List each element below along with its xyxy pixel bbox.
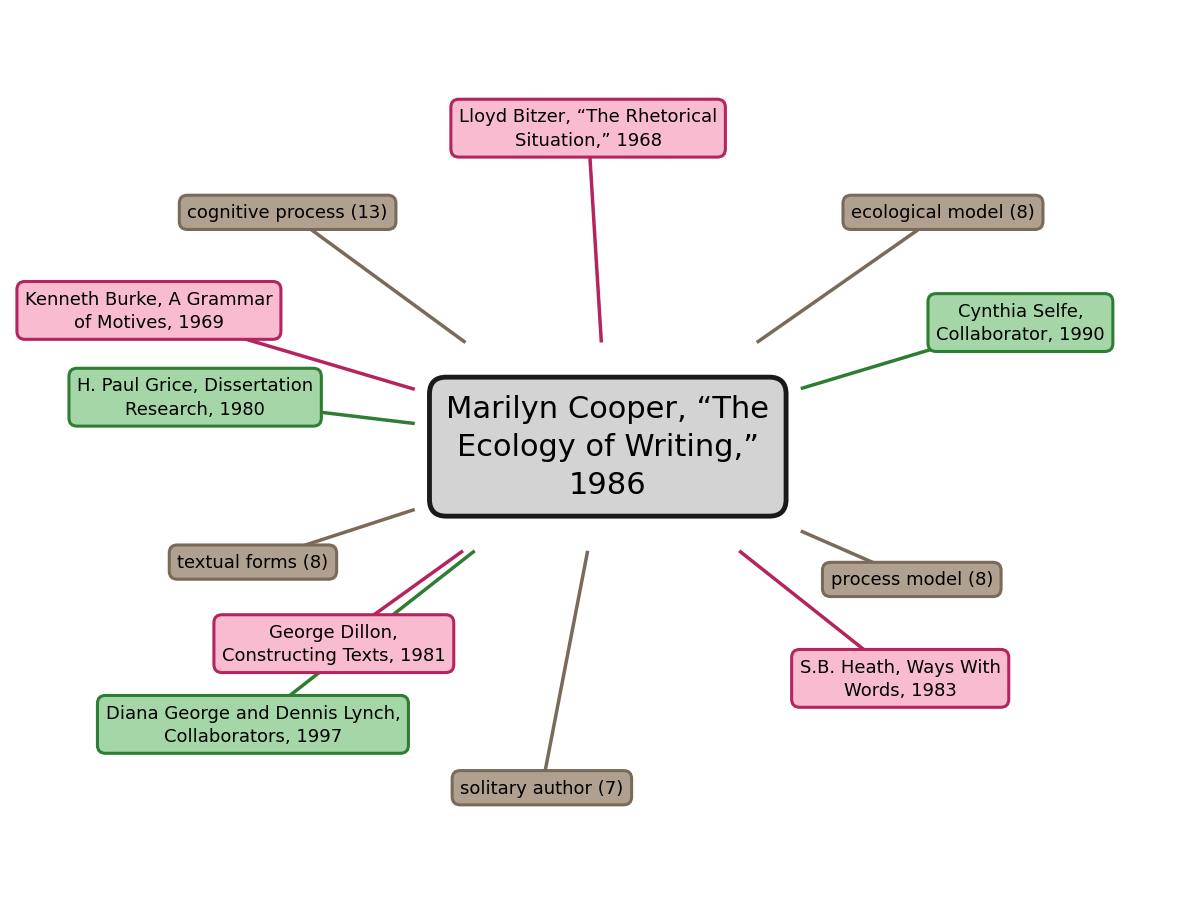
Text: Diana George and Dennis Lynch,
Collaborators, 1997: Diana George and Dennis Lynch, Collabora… [106, 703, 400, 745]
Text: Cynthia Selfe,
Collaborator, 1990: Cynthia Selfe, Collaborator, 1990 [936, 303, 1105, 344]
Text: ecological model (8): ecological model (8) [851, 204, 1035, 222]
Text: cognitive process (13): cognitive process (13) [188, 204, 388, 222]
Text: S.B. Heath, Ways With
Words, 1983: S.B. Heath, Ways With Words, 1983 [799, 658, 1001, 700]
Text: George Dillon,
Constructing Texts, 1981: George Dillon, Constructing Texts, 1981 [222, 623, 445, 665]
Text: Lloyd Bitzer, “The Rhetorical
Situation,” 1968: Lloyd Bitzer, “The Rhetorical Situation,… [459, 108, 718, 150]
Text: Marilyn Cooper, “The
Ecology of Writing,”
1986: Marilyn Cooper, “The Ecology of Writing,… [447, 395, 769, 499]
Text: Kenneth Burke, A Grammar
of Motives, 1969: Kenneth Burke, A Grammar of Motives, 196… [25, 290, 273, 331]
Text: solitary author (7): solitary author (7) [460, 779, 624, 796]
Text: textual forms (8): textual forms (8) [177, 554, 329, 572]
Text: process model (8): process model (8) [831, 571, 993, 589]
Text: H. Paul Grice, Dissertation
Research, 1980: H. Paul Grice, Dissertation Research, 19… [77, 377, 313, 418]
